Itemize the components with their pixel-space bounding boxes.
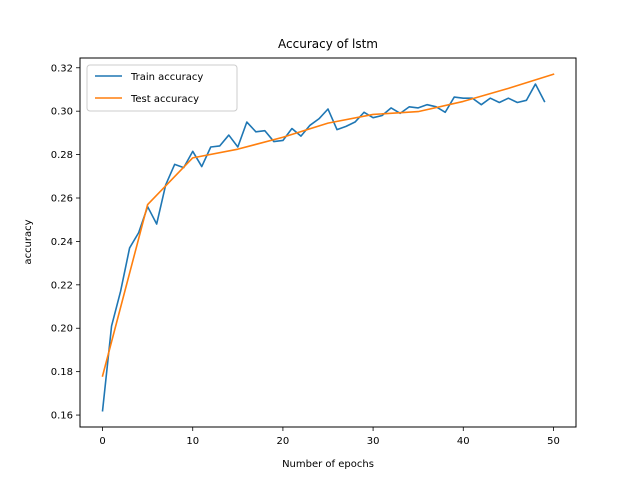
x-axis-ticks: 0 10 20 30 40 50 — [99, 427, 560, 447]
series-line-test-accuracy — [101, 73, 555, 377]
y-tick-label: 0.28 — [51, 150, 73, 161]
x-tick-label: 40 — [457, 436, 470, 447]
y-tick-label: 0.20 — [51, 324, 73, 335]
series-layer — [101, 73, 555, 412]
y-axis-label: accuracy — [23, 219, 34, 264]
legend: Train accuracy Test accuracy — [86, 64, 238, 112]
x-tick-label: 30 — [367, 436, 380, 447]
y-tick-label: 0.18 — [51, 367, 73, 378]
x-tick-label: 20 — [277, 436, 290, 447]
y-tick-label: 0.30 — [51, 107, 73, 118]
x-tick-label: 0 — [99, 436, 105, 447]
x-tick-label: 10 — [186, 436, 199, 447]
series-line-train-accuracy — [101, 83, 546, 412]
x-axis-label: Number of epochs — [282, 459, 374, 470]
y-tick-label: 0.16 — [51, 411, 73, 422]
y-axis-ticks: 0.16 0.18 0.20 0.22 0.24 0.26 0.28 0.30 0.32 — [51, 63, 80, 422]
legend-label-test: Test accuracy — [130, 94, 199, 105]
legend-box — [86, 64, 238, 112]
y-tick-label: 0.26 — [51, 194, 73, 205]
y-tick-label: 0.32 — [51, 63, 73, 74]
chart-title: Accuracy of lstm — [278, 37, 378, 51]
y-tick-label: 0.22 — [51, 280, 73, 291]
plot-frame — [79, 57, 577, 428]
legend-label-train: Train accuracy — [130, 72, 203, 83]
x-tick-label: 50 — [547, 436, 560, 447]
y-tick-label: 0.24 — [51, 237, 73, 248]
